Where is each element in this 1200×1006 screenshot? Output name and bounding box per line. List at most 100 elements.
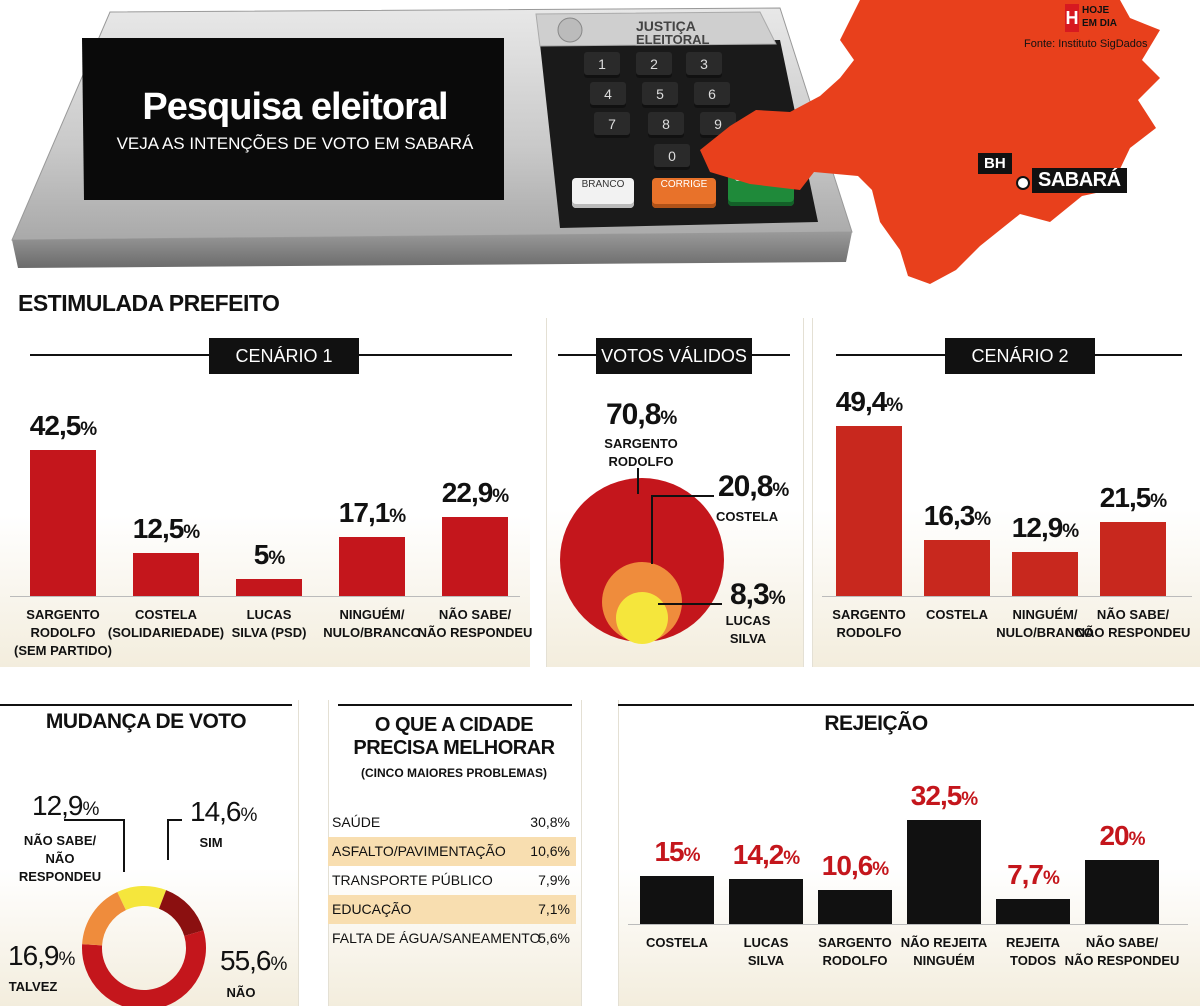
cidade-subtitle: (CINCO MAIORES PROBLEMAS)	[361, 766, 547, 780]
votos-validos-chart	[560, 468, 724, 644]
bar-category-label-0-0: SARGENTO	[832, 607, 906, 622]
votos-title: VOTOS VÁLIDOS	[596, 338, 752, 374]
brand-logo: H	[1065, 4, 1079, 32]
table-row-label: SAÚDE	[332, 814, 381, 830]
bar-3	[1100, 522, 1166, 596]
rejeicao-title: REJEIÇÃO	[824, 712, 928, 735]
bar-value-label-1: 16,3%	[923, 499, 991, 531]
leader-costela	[651, 495, 714, 564]
bar-2	[236, 578, 302, 596]
bar-value-label-5: 20%	[1099, 820, 1145, 851]
donut-slice-1	[158, 890, 204, 937]
mudanca-label-nao-sabe-2: NÃO RESPONDEU	[18, 851, 102, 884]
mudanca-label-nao: NÃO	[226, 985, 256, 1000]
bar-2	[1012, 551, 1078, 596]
baseline	[628, 924, 1188, 925]
mudanca-donut-chart	[64, 819, 206, 1006]
source-note: Fonte: Instituto SigDados	[1024, 38, 1148, 50]
table-row-value: 30,8%	[530, 814, 570, 830]
keypad-key-0[interactable]: 0	[654, 144, 690, 170]
keypad-key-5[interactable]: 5	[642, 82, 678, 108]
bar-category-label-0-1: RODOLFO	[30, 625, 96, 640]
bar-category-label-3-1: NINGUÉM	[913, 953, 975, 968]
votos-value-sargento: 70,8%	[606, 398, 677, 431]
bar-category-label-4-1: TODOS	[1010, 953, 1056, 968]
cidade-table: SAÚDE 30,8% ASFALTO/PAVIMENTAÇÃO 10,6% TRANS…	[328, 808, 576, 953]
table-row-value: 5,6%	[538, 930, 570, 946]
mudanca-rule	[0, 704, 292, 706]
bar-category-label-1-0: LUCAS	[743, 935, 789, 950]
bar-category-label-5-1: NÃO RESPONDEU	[1064, 953, 1180, 968]
votos-label-sargento-2: RODOLFO	[608, 454, 674, 469]
cenario1-chart: 42,5% SARGENTO RODOLFO (SEM PARTIDO) 12,5% CO…	[0, 370, 532, 670]
cenario2-title: CENÁRIO 2	[945, 338, 1095, 374]
bar-value-label-3: 17,1%	[338, 497, 406, 529]
bar-category-label-4-0: NÃO SABE/	[438, 607, 512, 622]
mudanca-value-nao: 55,6%	[220, 945, 287, 976]
leader-sim	[167, 819, 182, 860]
branco-button[interactable]: BRANCO	[572, 178, 634, 208]
mudanca-label-nao-sabe-1: NÃO SABE/	[23, 833, 97, 848]
table-row: FALTA DE ÁGUA/SANEAMENTO 5,6%	[328, 924, 576, 953]
bar-category-label-0-0: SARGENTO	[26, 607, 100, 622]
keypad-key-4[interactable]: 4	[590, 82, 626, 108]
table-row: TRANSPORTE PÚBLICO 7,9%	[328, 866, 576, 895]
table-row-value: 10,6%	[530, 843, 570, 859]
bar-value-label-4: 22,9%	[441, 477, 509, 509]
table-row: ASFALTO/PAVIMENTAÇÃO 10,6%	[328, 837, 576, 866]
keypad-key-1[interactable]: 1	[584, 52, 620, 78]
page-title: Pesquisa eleitoral	[142, 86, 448, 128]
brand-logo-top: HOJE	[1082, 5, 1110, 16]
bar-category-label-1-0: COSTELA	[134, 607, 198, 622]
bar-value-label-0: 15%	[654, 836, 700, 867]
bar-1	[729, 878, 803, 924]
keypad-key-6[interactable]: 6	[694, 82, 730, 108]
brand-logo-bottom: EM DIA	[1082, 18, 1117, 29]
bar-category-label-1-1: (SOLIDARIEDADE)	[107, 625, 225, 640]
keypad-key-7[interactable]: 7	[594, 112, 630, 138]
mudanca-label-talvez: TALVEZ	[8, 979, 58, 994]
bar-value-label-1: 12,5%	[132, 513, 200, 544]
bar-category-label-1-1: SILVA	[747, 953, 785, 968]
table-row: SAÚDE 30,8%	[328, 808, 576, 837]
machine-label-eleitoral: ELEITORAL	[636, 32, 710, 47]
bar-category-label-1-0: COSTELA	[925, 607, 989, 622]
donut-slice-2	[82, 930, 206, 1006]
bar-0	[30, 449, 96, 596]
bar-value-label-2: 12,9%	[1011, 511, 1079, 543]
baseline	[822, 596, 1192, 597]
rejeicao-chart: 15% COSTELA 14,2% LUCAS SILVA 10,6% SARGENTO RO…	[618, 760, 1200, 1006]
table-row-value: 7,1%	[538, 901, 570, 917]
bar-value-label-0: 49,4%	[835, 386, 903, 418]
cidade-title-2: PRECISA MELHORAR	[353, 737, 555, 759]
votos-value-costela: 20,8%	[718, 470, 789, 503]
bar-category-label-3-0: NINGUÉM/	[339, 607, 405, 622]
bar-category-label-0-1: RODOLFO	[836, 625, 902, 640]
votos-label-costela: COSTELA	[716, 509, 779, 524]
table-row: EDUCAÇÃO 7,1%	[328, 895, 576, 924]
donut-slice-0	[117, 886, 167, 911]
keypad-key-3[interactable]: 3	[686, 52, 722, 78]
corrige-button[interactable]: CORRIGE	[652, 178, 716, 208]
bar-category-label-3-1: NÃO RESPONDEU	[1075, 625, 1191, 640]
bar-value-label-2: 5%	[253, 538, 285, 570]
bar-category-label-2-0: NINGUÉM/	[1012, 607, 1078, 622]
table-row-label: TRANSPORTE PÚBLICO	[332, 872, 493, 888]
bar-5	[1085, 860, 1159, 924]
bar-category-label-5-0: NÃO SABE/	[1085, 935, 1159, 950]
votos-value-lucas: 8,3%	[730, 578, 786, 611]
bar-3	[907, 820, 981, 924]
bar-1	[133, 553, 199, 596]
bar-0	[640, 876, 714, 924]
keypad-key-8[interactable]: 8	[648, 112, 684, 138]
bar-category-label-2-1: NULO/BRANCO	[996, 625, 1094, 640]
keypad-key-2[interactable]: 2	[636, 52, 672, 78]
table-row-label: ASFALTO/PAVIMENTAÇÃO	[332, 843, 506, 859]
bar-3	[339, 537, 405, 596]
header-banner: 1 2 3 4 5 6 7 8 9 0 JUSTIÇA ELEITORAL BR…	[0, 0, 1200, 290]
baseline	[10, 596, 520, 597]
mudanca-value-sim: 14,6%	[190, 796, 257, 827]
bar-1	[924, 539, 990, 596]
bar-category-label-3-0: NÃO SABE/	[1096, 607, 1170, 622]
page-subtitle: VEJA AS INTENÇÕES DE VOTO EM SABARÁ	[116, 134, 474, 153]
